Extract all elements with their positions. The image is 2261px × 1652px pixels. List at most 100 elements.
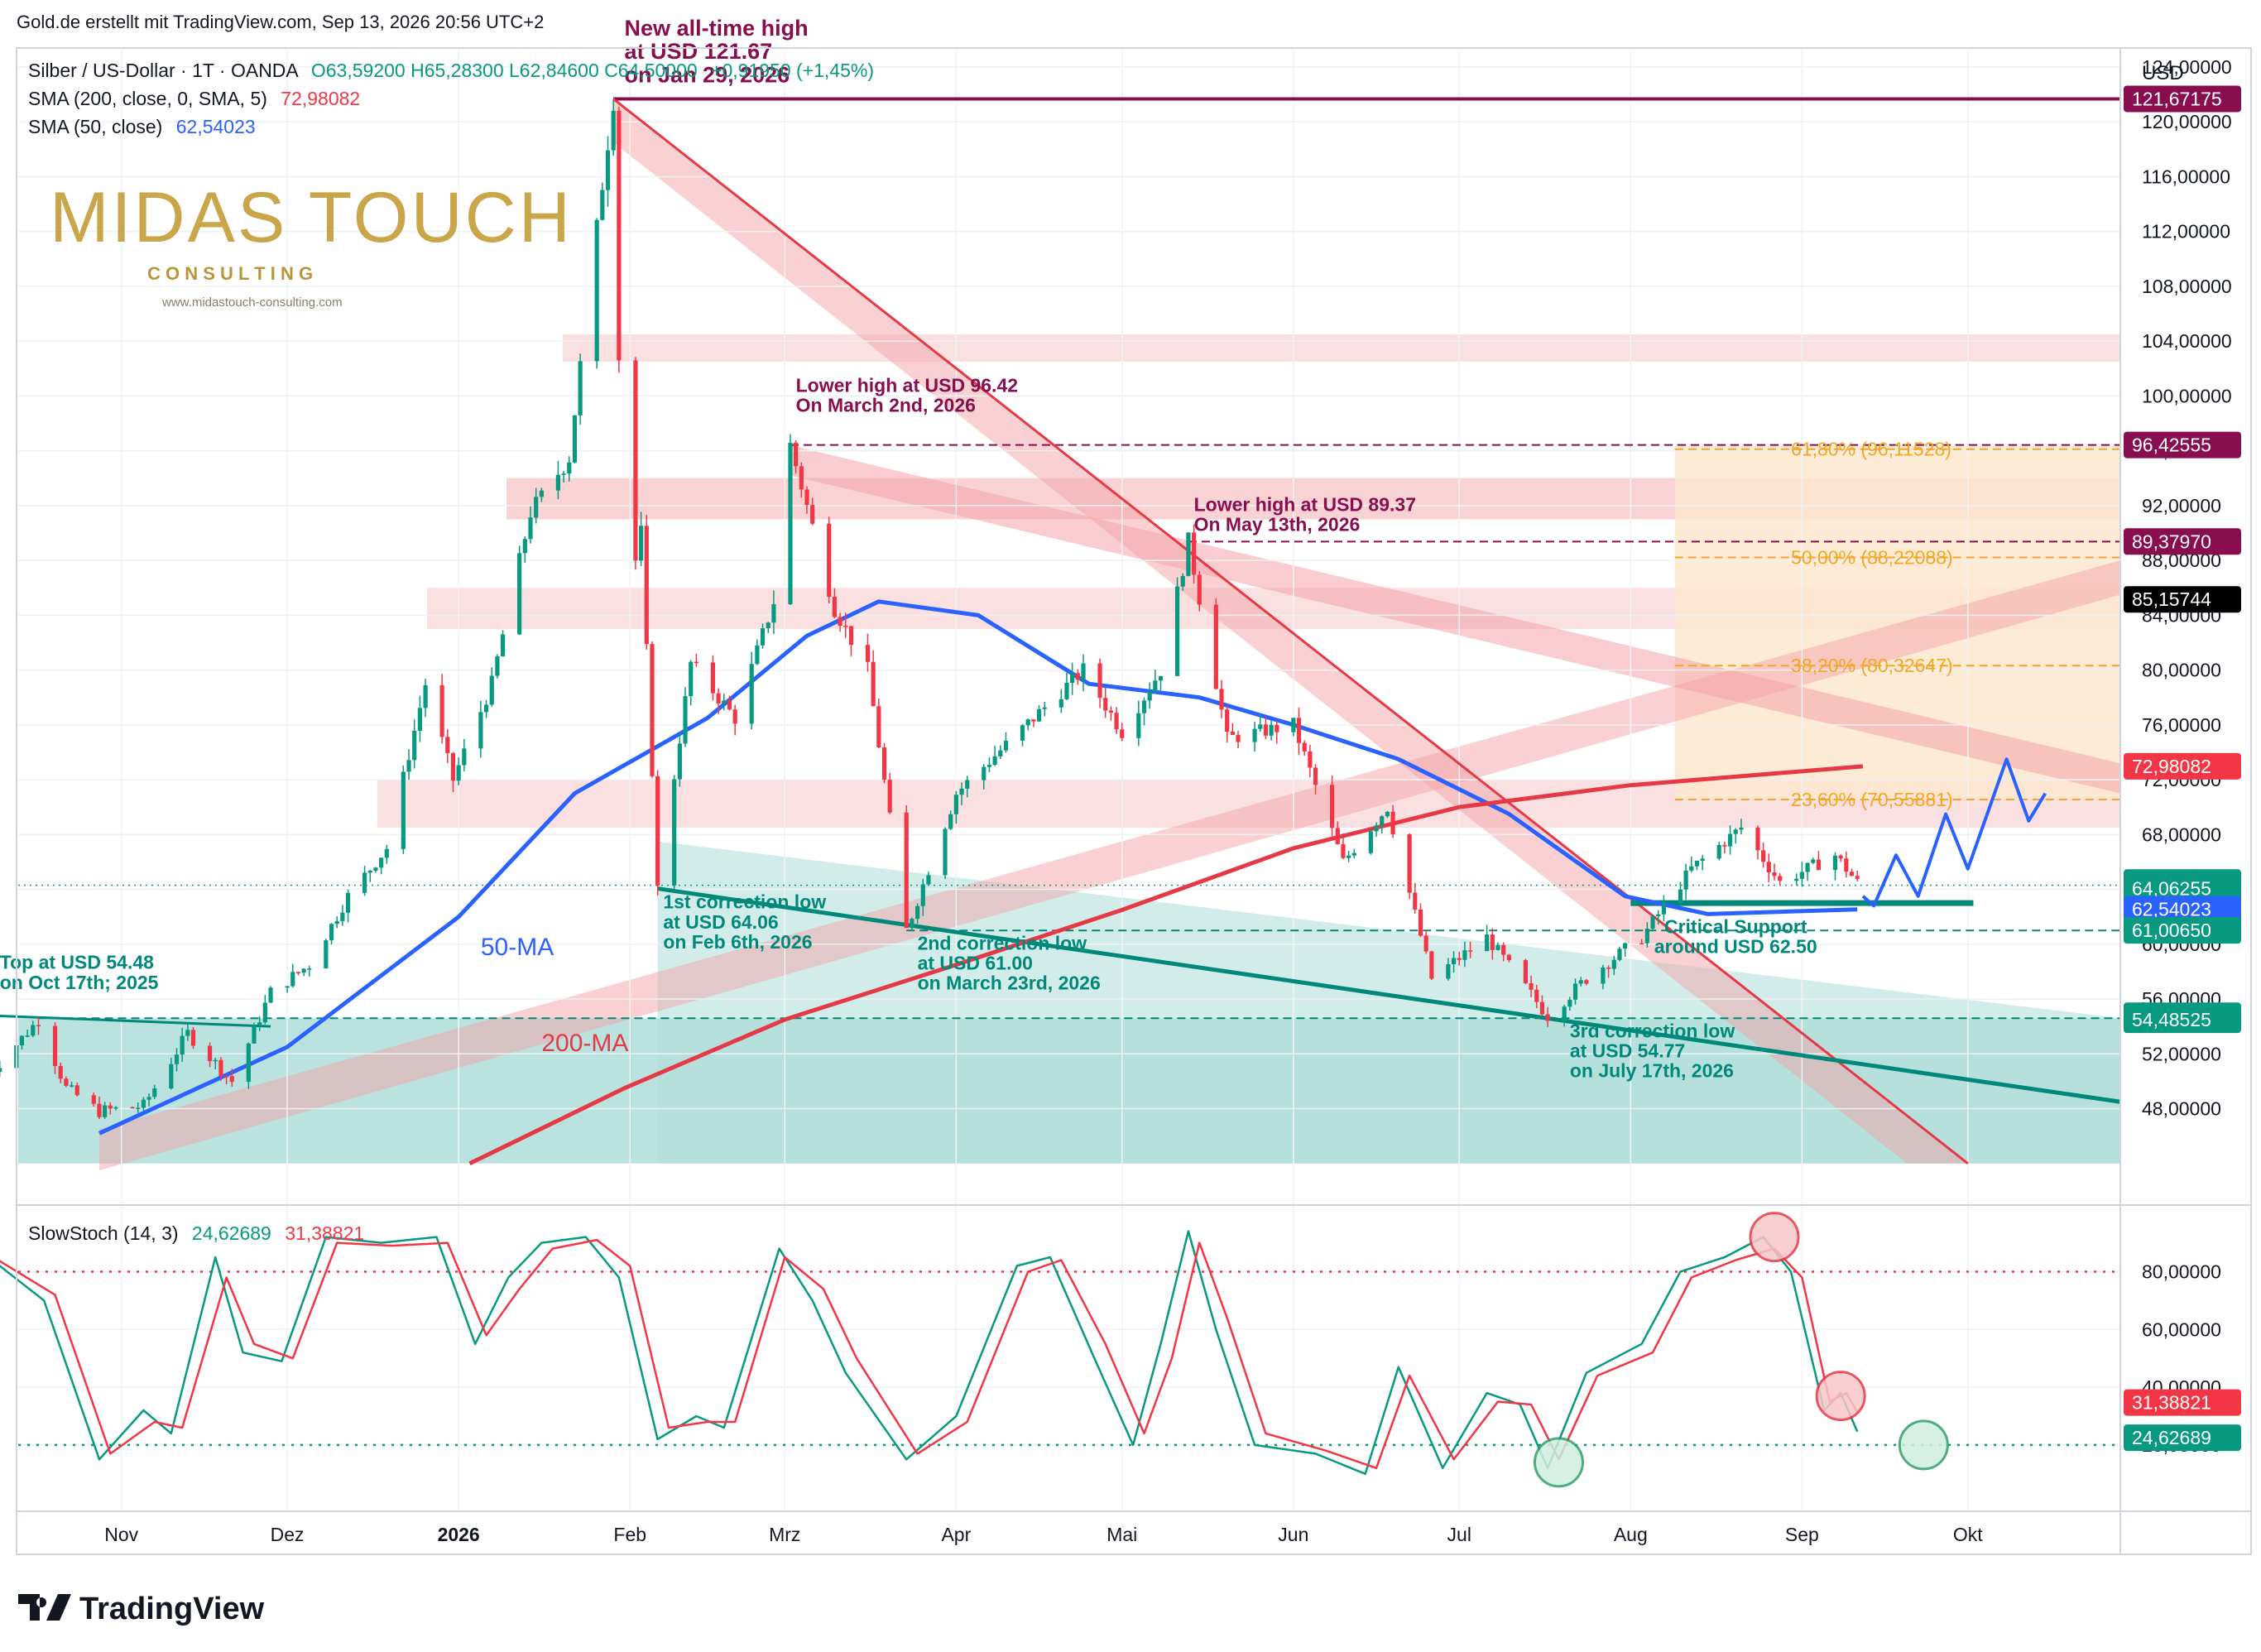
candle-body (483, 704, 489, 713)
candle-body (959, 788, 964, 795)
price-badge-label: 121,67175 (2132, 89, 2222, 110)
candle-body (1368, 831, 1373, 853)
candle-body (1694, 860, 1700, 867)
candle-body (1446, 964, 1451, 979)
candle-body (1811, 859, 1816, 863)
candle-body (1020, 725, 1025, 741)
candle-body (97, 1103, 102, 1117)
stoch-signal-circle (1749, 1212, 1800, 1263)
price-tick-label: 92,00000 (2142, 495, 2221, 516)
change-value: +0,91950 (+1,45%) (711, 60, 874, 81)
fib-level-label: 23,60% (70,55881) (1791, 789, 1953, 810)
time-tick-label: Apr (941, 1524, 971, 1545)
candle-body (36, 1025, 41, 1027)
annotation-label: Lower high at USD 89.37 On May 13th, 2026 (1194, 494, 1416, 535)
candle-body (832, 597, 837, 617)
candle-body (1485, 934, 1490, 952)
candle-body (190, 1030, 196, 1046)
annotation-label: 3rd correction low at USD 54.77 on July 17… (1570, 1020, 1735, 1081)
candle-body (1606, 967, 1611, 969)
candle-body (401, 771, 406, 849)
candle-body (1180, 575, 1185, 587)
candle-body (1003, 740, 1009, 751)
candle-body (362, 872, 367, 893)
sma50-label[interactable]: SMA (50, close) (28, 116, 162, 137)
candle-body (528, 517, 533, 540)
stoch-k-line (0, 1230, 1859, 1476)
candle-body (710, 662, 716, 694)
candle-body (1380, 816, 1385, 826)
candle-body (982, 766, 986, 780)
candle-body (1374, 825, 1379, 832)
price-badge-label: 96,42555 (2132, 435, 2211, 456)
candle-body (329, 924, 334, 941)
candle-body (0, 1068, 2, 1073)
currency-label[interactable]: USD (2142, 62, 2184, 84)
candle-body (865, 645, 871, 662)
price-badge (2124, 752, 2241, 780)
price-tick-label: 100,00000 (2142, 385, 2232, 406)
annotation-label: New all-time high at USD 121.67 on Jan 29,… (625, 16, 809, 88)
candle-body (1219, 689, 1224, 710)
tradingview-footer: TradingView (18, 1592, 265, 1626)
candle-body (373, 867, 378, 872)
candle-body (998, 750, 1003, 756)
time-tick-label: Jun (1278, 1524, 1308, 1545)
candle-body (1269, 724, 1274, 736)
time-tick-label: Mai (1106, 1524, 1137, 1545)
annotation-label: Lower high at USD 96.42 On March 2nd, 202… (796, 374, 1018, 415)
candle-body (1644, 929, 1649, 944)
candle-body (1678, 889, 1683, 904)
svg-text:Silber / US-Dollar · 1T · OAND: Silber / US-Dollar · 1T · OANDA O63,5920… (28, 60, 874, 81)
candle-body (677, 743, 682, 780)
candle-body (1529, 982, 1534, 990)
annotation-label: 200-MA (541, 1030, 628, 1057)
logo-name: MIDAS TOUCH (50, 178, 573, 257)
price-badge (2124, 875, 2241, 902)
candles (0, 99, 1860, 1120)
candle-body (871, 661, 876, 707)
candle-body (1025, 719, 1030, 726)
candle-body (1761, 850, 1766, 862)
candle-body (307, 968, 312, 970)
price-tick-label: 120,00000 (2142, 111, 2232, 132)
candle-body (876, 706, 881, 748)
candle-body (672, 779, 677, 886)
candle-body (1036, 708, 1042, 722)
candle-body (732, 709, 737, 724)
candle-body (1108, 710, 1113, 713)
candle-body (1755, 827, 1760, 851)
candle-body (1733, 829, 1738, 834)
candle-body (600, 190, 605, 220)
candle-body (69, 1085, 74, 1087)
candle-body (1225, 709, 1230, 732)
candle-body (1158, 675, 1164, 681)
price-tick-label: 48,00000 (2142, 1098, 2221, 1120)
stoch-label[interactable]: SlowStoch (14, 3) (28, 1222, 179, 1244)
stoch-tick-label: 80,00000 (2142, 1261, 2221, 1283)
price-badge (2124, 586, 2241, 613)
candle-body (794, 442, 799, 467)
candle-body (1578, 980, 1583, 984)
candle-body (450, 752, 456, 781)
sma200-label[interactable]: SMA (200, close, 0, SMA, 5) (28, 88, 267, 109)
candle-body (384, 848, 389, 858)
candle-body (1429, 951, 1434, 979)
candle-body (561, 473, 566, 475)
candle-body (1545, 1014, 1550, 1021)
candle-body (943, 828, 948, 876)
candle-body (246, 1043, 251, 1083)
stoch-signal-circle (1898, 1419, 1949, 1471)
candle-body (285, 986, 290, 988)
candle-body (1197, 574, 1202, 605)
candle-body (262, 1002, 267, 1023)
candle-body (423, 684, 428, 708)
candle-body (749, 664, 754, 724)
candle-body (1534, 989, 1539, 1002)
time-tick-label: 2026 (438, 1524, 480, 1545)
tradingview-logo-icon (18, 1594, 71, 1621)
candle-body (180, 1035, 185, 1055)
candle-body (1114, 713, 1119, 730)
candle-body (881, 747, 887, 780)
